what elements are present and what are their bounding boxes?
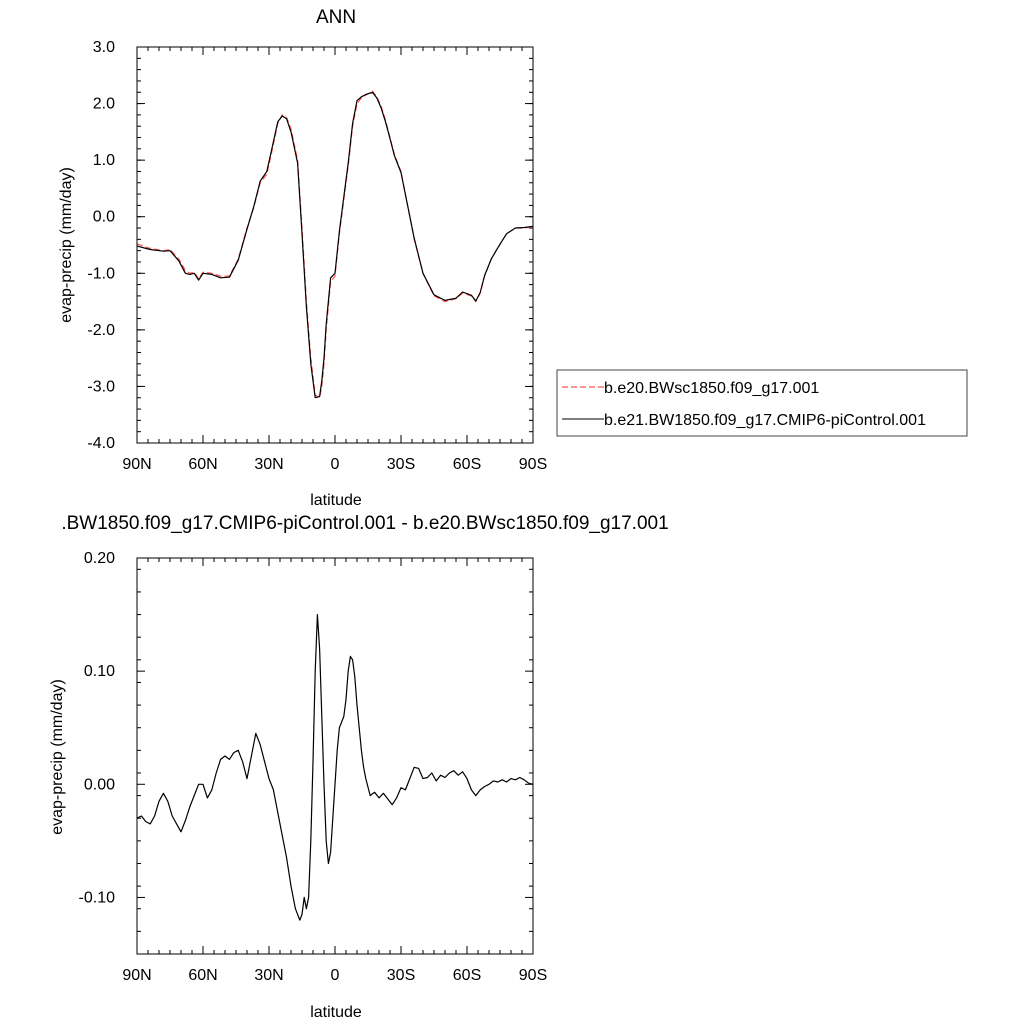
legend-label-series-2: b.e21.BW1850.f09_g17.CMIP6-piControl.001 bbox=[604, 412, 926, 429]
bottom-panel: .BW1850.f09_g17.CMIP6-piControl.001 - b.… bbox=[49, 513, 669, 1021]
series-line-2 bbox=[136, 91, 534, 399]
y-tick-label: -0.10 bbox=[79, 889, 116, 906]
x-tick-label: 90N bbox=[122, 456, 151, 473]
top-plot-frame bbox=[136, 46, 534, 444]
top-ticks: 90N 60N 30N 0 30S 60S 90S 3.0 2.0 1.0 0.0 -1.0 -2.0 -… bbox=[87, 39, 547, 473]
top-series bbox=[136, 90, 534, 399]
x-tick-label: 0 bbox=[331, 967, 340, 984]
x-tick-label: 30S bbox=[387, 456, 415, 473]
top-x-axis-label: latitude bbox=[310, 492, 362, 509]
legend-box bbox=[556, 369, 968, 437]
y-tick-label: -3.0 bbox=[87, 378, 115, 395]
y-tick-label: 0.00 bbox=[84, 776, 115, 793]
top-panel: ANN evap-precip (mm/day) latitude 90N 60N… bbox=[58, 7, 547, 509]
x-tick-label: 90N bbox=[122, 967, 151, 984]
legend-label-series-1: b.e20.BWsc1850.f09_g17.001 bbox=[604, 380, 819, 397]
bottom-y-axis-label: evap-precip (mm/day) bbox=[49, 679, 66, 835]
series-line-1 bbox=[136, 613, 534, 921]
top-y-axis-label: evap-precip (mm/day) bbox=[58, 167, 75, 323]
x-tick-label: 30S bbox=[387, 967, 415, 984]
y-tick-label: 3.0 bbox=[93, 39, 115, 56]
x-tick-label: 60S bbox=[453, 456, 481, 473]
x-tick-label: 0 bbox=[331, 456, 340, 473]
x-tick-label: 90S bbox=[519, 456, 547, 473]
x-tick-label: 60N bbox=[188, 967, 217, 984]
y-tick-label: -1.0 bbox=[87, 265, 115, 282]
bottom-series bbox=[136, 613, 534, 921]
y-tick-label: -2.0 bbox=[87, 322, 115, 339]
x-tick-label: 90S bbox=[519, 967, 547, 984]
x-tick-label: 30N bbox=[254, 456, 283, 473]
legend: b.e20.BWsc1850.f09_g17.001 b.e21.BW1850.… bbox=[556, 369, 968, 437]
y-tick-label: 0.0 bbox=[93, 209, 115, 226]
y-tick-label: 2.0 bbox=[93, 96, 115, 113]
x-tick-label: 60S bbox=[453, 967, 481, 984]
y-tick-label: 0.20 bbox=[84, 550, 115, 567]
y-tick-label: -4.0 bbox=[87, 435, 115, 452]
x-tick-label: 30N bbox=[254, 967, 283, 984]
series-line-1 bbox=[136, 90, 534, 399]
bottom-chart-title: .BW1850.f09_g17.CMIP6-piControl.001 - b.… bbox=[61, 513, 668, 534]
x-tick-label: 60N bbox=[188, 456, 217, 473]
top-chart-title: ANN bbox=[316, 7, 356, 28]
y-tick-label: 1.0 bbox=[93, 152, 115, 169]
y-tick-label: 0.10 bbox=[84, 663, 115, 680]
bottom-x-axis-label: latitude bbox=[310, 1004, 362, 1021]
bottom-plot-frame bbox=[136, 557, 534, 955]
